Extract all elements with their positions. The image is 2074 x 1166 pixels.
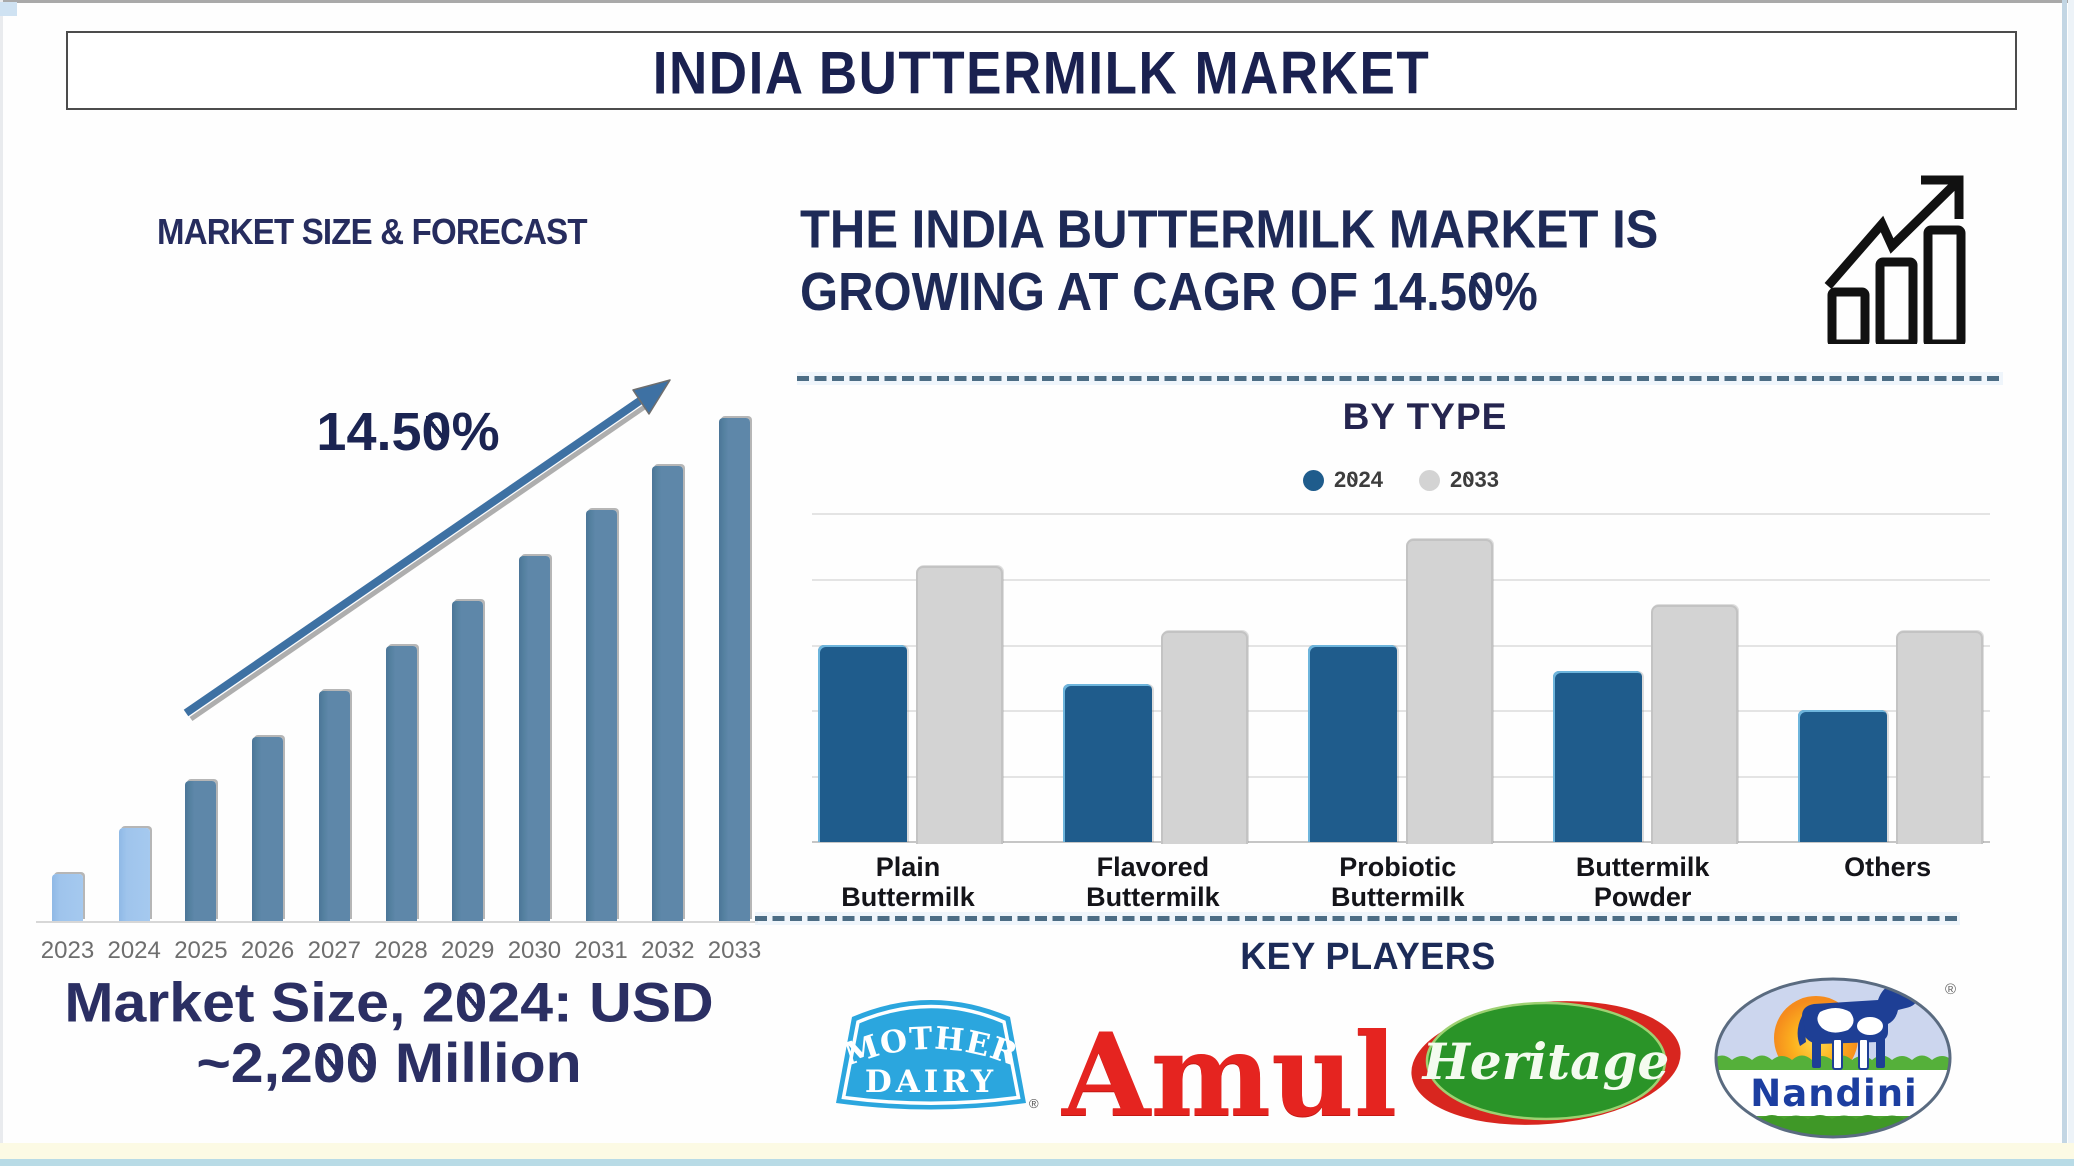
amul-logo: Amul: [1062, 1002, 1398, 1152]
top-left-corner-patch: [0, 2, 17, 16]
cagr-headline-line2: GROWING AT CAGR OF 14.50%: [800, 262, 1538, 323]
category-label: Buttermilk Powder: [1575, 852, 1710, 912]
title-box: INDIA BUTTERMILK MARKET: [66, 31, 2017, 110]
mother-dairy-line2: DAIRY: [865, 1064, 997, 1100]
bar-2025: [185, 781, 217, 921]
market-size-forecast-heading: MARKET SIZE & FORECAST: [157, 211, 588, 252]
bar-2023: [52, 874, 83, 921]
gridline: [812, 710, 1990, 713]
bar-2033-Others: [1895, 631, 1983, 844]
bar-2028: [385, 646, 417, 921]
bar-2027: [318, 691, 350, 921]
nandini-logo: Nandini ®: [1714, 977, 1956, 1139]
bar-2029: [452, 601, 484, 921]
year-label-2024: 2024: [107, 937, 161, 964]
key-players-title: KEY PLAYERS: [1240, 934, 1496, 978]
category-label: Others: [1844, 852, 1932, 882]
left-edge-line: [0, 0, 3, 1166]
heritage-logo: Heritage: [1411, 1001, 1681, 1125]
bottom-edge-blue-band: [0, 1159, 2074, 1166]
x-axis-line: [36, 921, 758, 923]
mother-dairy-logo: MOTHER DAIRY ®: [836, 1000, 1039, 1110]
dashed-separator-top: [797, 372, 2003, 385]
legend-swatch-2024: [1303, 469, 1325, 491]
bar-2030: [518, 556, 550, 921]
year-label-2029: 2029: [440, 937, 495, 964]
market-size-footnote-line2: ~2,200 Million: [196, 1031, 582, 1095]
bar-2032: [652, 466, 684, 921]
bar-2033-Flavored Buttermilk: [1160, 631, 1248, 844]
year-label-2030: 2030: [507, 937, 562, 964]
bar-2033-Probiotic Buttermilk: [1405, 539, 1493, 844]
right-edge-light-line: [2068, 0, 2074, 1166]
cagr-headline-line1: THE INDIA BUTTERMILK MARKET IS: [800, 200, 1659, 260]
x-axis-line: [812, 841, 1990, 843]
nandini-wordmark: Nandini: [1750, 1072, 1917, 1115]
legend-swatch-2033: [1419, 469, 1440, 491]
amul-wordmark: Amul: [1062, 1008, 1398, 1142]
nandini-reg-mark: ®: [1945, 981, 1956, 998]
bar-2033-Plain Buttermilk: [916, 566, 1003, 844]
top-edge-line: [0, 0, 2074, 3]
legend-item-2033: 2033: [1419, 467, 1499, 493]
category-label: Flavored Buttermilk: [1086, 852, 1220, 912]
bar-2026: [252, 737, 284, 921]
cagr-annotation: 14.50%: [316, 402, 500, 462]
bar-2024-Others: [1797, 710, 1887, 842]
legend-label-2033: 2033: [1450, 467, 1499, 492]
bar-2024-Plain Buttermilk: [818, 645, 907, 842]
mother-dairy-reg-mark: ®: [1029, 1096, 1039, 1110]
market-size-footnote: Market Size, 2024: USD ~2,200 Million: [32, 972, 746, 1094]
bar-2033: [719, 418, 750, 921]
year-label-2028: 2028: [374, 937, 428, 964]
market-size-footnote-line1: Market Size, 2024: USD: [64, 971, 714, 1034]
market-size-bar-chart: 2023 2024 2025 2026 2027 2028 2029 2030 2031 2032…: [36, 368, 761, 978]
bar-2031: [585, 510, 617, 921]
growth-bar-chart-icon: [1824, 175, 1966, 344]
year-label-2031: 2031: [574, 937, 628, 964]
legend-item-2024: 2024: [1303, 467, 1383, 493]
category-label: Plain Buttermilk: [841, 852, 975, 912]
legend-label-2024: 2024: [1334, 467, 1383, 492]
gridline: [812, 513, 1990, 515]
by-type-grouped-bar-chart: Plain Buttermilk Flavored Buttermilk Probi…: [812, 513, 1990, 912]
cagr-headline: THE INDIA BUTTERMILK MARKET IS GROWING A…: [800, 199, 1760, 324]
year-label-2023: 2023: [40, 937, 95, 964]
year-label-2026: 2026: [240, 937, 295, 964]
bar-2024-Probiotic Buttermilk: [1307, 645, 1397, 842]
bar-2024-Buttermilk Powder: [1552, 671, 1642, 842]
bar-2024-Flavored Buttermilk: [1062, 684, 1152, 842]
year-label-2027: 2027: [307, 937, 361, 964]
category-label: Probiotic Buttermilk: [1331, 852, 1465, 912]
gridline: [812, 776, 1990, 779]
by-type-title: BY TYPE: [1342, 396, 1508, 437]
gridline: [812, 578, 1990, 581]
heritage-wordmark: Heritage: [1421, 1032, 1670, 1091]
by-type-legend: 2024 2033: [812, 467, 1990, 493]
right-edge-line: [2062, 0, 2067, 1166]
year-label-2032: 2032: [641, 937, 695, 964]
year-label-2033: 2033: [707, 937, 762, 964]
bar-2024: [118, 828, 150, 921]
page-title: INDIA BUTTERMILK MARKET: [652, 40, 1431, 108]
trend-arrow: [183, 379, 671, 722]
gridline: [812, 644, 1990, 647]
bar-2033-Buttermilk Powder: [1650, 605, 1738, 844]
bottom-edge-yellow-band: [0, 1143, 2074, 1159]
dashed-separator-bottom: [755, 912, 1960, 925]
year-label-2025: 2025: [174, 937, 228, 964]
